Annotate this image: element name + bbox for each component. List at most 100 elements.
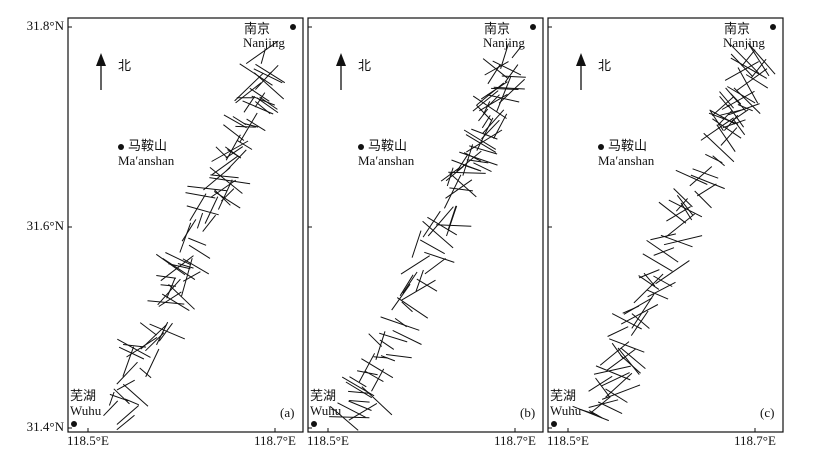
strike-segment — [711, 96, 734, 116]
strike-segment — [712, 118, 742, 139]
strike-segment — [424, 251, 455, 263]
strike-segment — [223, 114, 247, 129]
strike-segment — [458, 150, 482, 171]
city-dot — [598, 144, 604, 150]
strike-segment — [605, 388, 628, 403]
strike-segment — [246, 118, 266, 132]
strike-segment — [449, 187, 473, 192]
strike-segment — [162, 257, 196, 281]
city-name-en: Nanjing — [723, 35, 765, 50]
strike-segment — [116, 361, 138, 385]
strike-segment — [716, 124, 736, 152]
strike-segment — [251, 95, 275, 106]
strike-segment — [187, 185, 228, 192]
panel-frame — [307, 17, 544, 433]
strike-segment — [720, 127, 738, 146]
strike-segment — [491, 87, 519, 90]
strike-segment — [103, 400, 119, 417]
strike-segment — [188, 237, 207, 246]
lon-label: 118.5°E — [547, 433, 589, 448]
strike-segment — [601, 384, 641, 400]
strike-segment — [462, 164, 482, 172]
city-dot — [770, 24, 776, 30]
strike-segment — [215, 146, 228, 158]
strike-segment — [139, 322, 157, 336]
strike-segment — [463, 129, 497, 150]
strike-segment — [487, 64, 501, 85]
strike-segment — [260, 50, 266, 64]
city-dot — [551, 421, 557, 427]
strike-segment — [605, 372, 633, 398]
city-name-cn: 南京 — [724, 21, 750, 36]
strike-segment — [116, 379, 135, 391]
strike-segment — [427, 206, 454, 237]
city-name-en: Ma′anshan — [358, 153, 415, 168]
strike-segment — [471, 128, 498, 140]
strike-segment — [392, 329, 422, 345]
strike-segment — [239, 63, 273, 86]
north-arrowhead — [96, 53, 106, 66]
north-arrowhead — [576, 53, 586, 66]
strike-segment — [725, 87, 746, 112]
lat-label: 31.8°N — [27, 18, 65, 33]
strike-segment — [448, 171, 486, 174]
strike-segment — [380, 355, 396, 362]
strike-segment — [254, 92, 266, 108]
strike-segment — [709, 110, 724, 131]
strike-segment — [653, 247, 675, 256]
strike-segment — [182, 271, 201, 282]
strike-segment — [484, 61, 509, 76]
strike-segment — [607, 326, 629, 337]
city-dot — [358, 144, 364, 150]
strike-segment — [245, 40, 279, 65]
strike-segment — [737, 67, 759, 104]
city-name-en: Nanjing — [483, 35, 525, 50]
strike-segment — [267, 64, 279, 77]
strike-segment — [411, 230, 422, 258]
strike-segment — [158, 291, 182, 307]
strike-segment — [721, 90, 755, 110]
strike-segment — [188, 244, 211, 259]
strike-segment — [157, 278, 181, 306]
strike-segment — [348, 390, 369, 394]
strike-segment — [469, 145, 498, 155]
strike-segment — [368, 333, 383, 347]
north-arrowhead — [336, 53, 346, 66]
lat-label: 31.4°N — [27, 419, 65, 434]
strike-segment — [349, 400, 370, 403]
strike-segment — [593, 365, 631, 375]
strike-segment — [348, 400, 372, 411]
strike-segment — [492, 60, 522, 76]
strike-segment — [646, 289, 669, 300]
strike-segment — [456, 154, 468, 172]
city-name-cn: 马鞍山 — [128, 138, 167, 153]
strike-segment — [665, 213, 696, 238]
strike-segment — [364, 370, 384, 383]
strike-segment — [446, 167, 454, 187]
strike-segment — [427, 216, 458, 236]
strike-segment — [588, 375, 613, 392]
strike-segment — [179, 222, 192, 253]
strike-segment — [719, 91, 734, 109]
city-dot — [311, 421, 317, 427]
city-name-cn: 芜湖 — [310, 388, 336, 403]
strike-segment — [182, 258, 210, 275]
strike-segment — [486, 94, 520, 103]
strike-segment — [668, 199, 703, 218]
strike-segment — [473, 162, 492, 173]
strike-segment — [235, 82, 262, 104]
strike-segment — [673, 188, 693, 208]
strike-segment — [108, 391, 115, 406]
strike-segment — [122, 383, 149, 407]
city-name-en: Wuhu — [310, 403, 342, 418]
strike-segment — [747, 43, 770, 77]
strike-segment — [225, 149, 247, 172]
strike-segment — [243, 96, 256, 113]
strike-segment — [493, 113, 508, 139]
city-dot — [71, 421, 77, 427]
strike-segment — [750, 58, 767, 79]
strike-segment — [239, 112, 258, 143]
strike-segment — [600, 372, 630, 387]
strike-segment — [345, 381, 373, 399]
strike-segment — [329, 416, 370, 419]
